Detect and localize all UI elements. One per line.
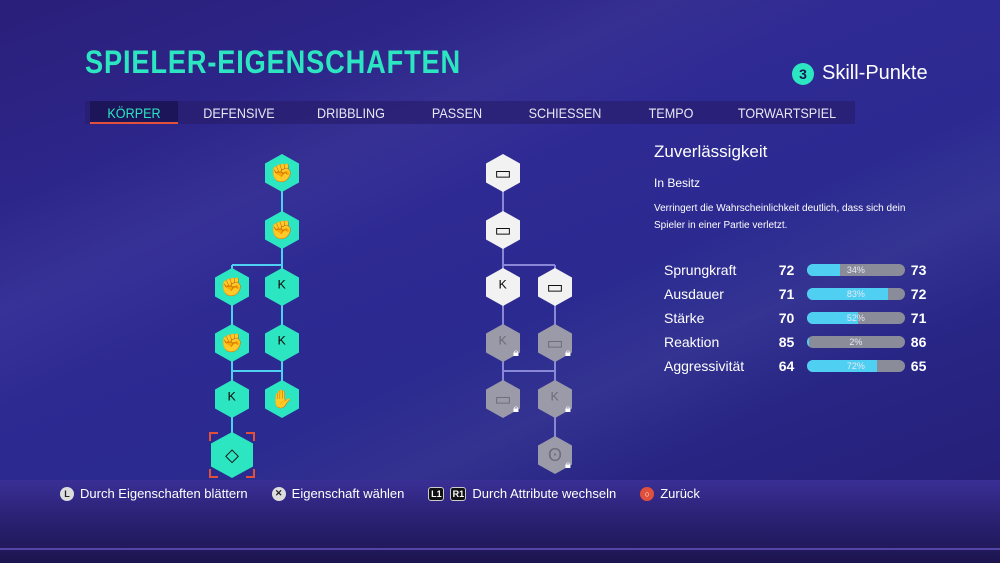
skill-node-right[interactable]: ▭ [538, 324, 572, 362]
stat-current: 85 [778, 334, 795, 350]
tab-schiessen[interactable]: SCHIESSEN [528, 105, 602, 121]
stat-name: Sprungkraft [664, 262, 737, 278]
hint-browse[interactable]: Durch Eigenschaften blättern [80, 486, 248, 501]
stat-progress-bar: 2% [806, 336, 905, 348]
strength-fist-icon: ✊ [220, 332, 244, 353]
lock-icon: 🔒︎ [513, 347, 519, 359]
kangaroo-icon: ᴷ [228, 388, 236, 409]
divider [0, 548, 1000, 550]
detail-title: Zuverlässigkeit [654, 142, 768, 161]
skill-points-count: 3 [792, 62, 814, 85]
stat-next: 72 [910, 286, 927, 302]
skill-node-left[interactable]: ✊ [215, 324, 249, 362]
r1-button-icon: R1 [450, 486, 467, 501]
skill-node-left[interactable]: ✋ [265, 380, 299, 418]
cross-button-icon: ✕ [271, 486, 286, 501]
kangaroo-icon: ᴷ [499, 332, 507, 353]
stat-row: Sprungkraft 72 34% 73 [664, 260, 939, 280]
skill-node-right[interactable]: ᴷ [486, 324, 520, 362]
skill-node-right[interactable]: ▭ [538, 268, 572, 306]
battery-icon: ▭ [546, 332, 564, 353]
stat-next: 73 [910, 262, 927, 278]
stat-name: Reaktion [664, 334, 720, 350]
stat-row: Ausdauer 71 83% 72 [664, 284, 939, 304]
stat-current: 70 [778, 310, 795, 326]
stat-progress-bar: 52% [806, 312, 905, 324]
lock-icon: 🔒︎ [565, 347, 571, 359]
circle-button-icon: ○ [640, 486, 655, 501]
stat-progress-fill [806, 264, 841, 276]
kangaroo-icon: ᴷ [278, 332, 286, 353]
tab-tempo[interactable]: TEMPO [648, 105, 694, 121]
skill-node-left[interactable]: ᴷ [265, 324, 299, 362]
stat-name: Stärke [664, 310, 705, 326]
hint-select[interactable]: Eigenschaft wählen [291, 486, 405, 501]
tab-passen[interactable]: PASSEN [431, 105, 483, 121]
stat-percent: 2% [849, 337, 863, 347]
tab-dribbling[interactable]: DRIBBLING [317, 105, 385, 121]
bear-paw-icon: ✋ [270, 388, 294, 409]
stat-percent: 83% [846, 289, 865, 299]
stat-percent: 72% [846, 361, 865, 371]
diamond-icon: ◇ [225, 444, 239, 465]
stat-row: Stärke 70 52% 71 [664, 308, 939, 328]
selection-frame [209, 432, 255, 478]
stat-next: 71 [910, 310, 927, 326]
stat-progress-fill [806, 288, 889, 300]
stat-current: 64 [778, 358, 795, 374]
skill-node-left[interactable]: ✊ [215, 268, 249, 306]
skill-node-left[interactable]: ᴷ [215, 380, 249, 418]
battery-icon: ▭ [546, 276, 564, 297]
skill-points: 3 Skill-Punkte [792, 62, 928, 85]
lungs-icon: ʘ [547, 444, 562, 465]
stat-progress-fill [806, 312, 858, 324]
tab-bar: KÖRPER DEFENSIVE DRIBBLING PASSEN SCHIES… [85, 101, 855, 124]
stat-next: 65 [910, 358, 927, 374]
stat-progress-fill [806, 360, 878, 372]
strength-fist-icon: ✊ [270, 162, 294, 183]
stat-current: 72 [778, 262, 795, 278]
skill-node-right[interactable]: ʘ [538, 436, 572, 474]
skill-node-right[interactable]: ᴷ [538, 380, 572, 418]
hint-switch[interactable]: Durch Attribute wechseln [472, 486, 617, 501]
battery-icon: ▭ [494, 219, 512, 240]
strength-fist-icon: ✊ [270, 219, 294, 240]
stat-next: 86 [910, 334, 927, 350]
skill-node-right[interactable]: ᴷ [486, 268, 520, 306]
stat-progress-bar: 83% [806, 288, 905, 300]
skill-node-left[interactable]: ᴷ [265, 268, 299, 306]
skill-points-label: Skill-Punkte [822, 62, 928, 84]
lock-icon: 🔒︎ [565, 403, 571, 415]
l1-button-icon: L1 [428, 486, 445, 501]
kangaroo-icon: ᴷ [278, 276, 286, 297]
kangaroo-icon: ᴷ [551, 388, 559, 409]
stat-current: 71 [778, 286, 795, 302]
stat-row: Aggressivität 64 72% 65 [664, 356, 939, 376]
stat-progress-bar: 34% [806, 264, 905, 276]
skill-node-right[interactable]: ▭ [486, 380, 520, 418]
detail-description: Verringert die Wahrscheinlichkeit deutli… [654, 203, 906, 231]
tab-defensive[interactable]: DEFENSIVE [203, 105, 275, 121]
button-hints: L Durch Eigenschaften blättern ✕ Eigensc… [60, 486, 700, 501]
battery-icon: ▭ [494, 388, 512, 409]
stat-progress-bar: 72% [806, 360, 905, 372]
stat-name: Ausdauer [664, 286, 724, 302]
kangaroo-icon: ᴷ [499, 276, 507, 297]
stat-percent: 34% [846, 265, 865, 275]
stat-progress-fill [806, 336, 809, 348]
lock-icon: 🔒︎ [513, 403, 519, 415]
battery-icon: ▭ [494, 162, 512, 183]
tab-torwartspiel[interactable]: TORWARTSPIEL [737, 105, 837, 121]
stat-name: Aggressivität [664, 358, 745, 374]
stat-percent: 52% [846, 313, 865, 323]
strength-fist-icon: ✊ [220, 276, 244, 297]
detail-status: In Besitz [654, 176, 701, 190]
stat-row: Reaktion 85 2% 86 [664, 332, 939, 352]
hint-back[interactable]: Zurück [660, 486, 700, 501]
l-stick-icon: L [60, 486, 74, 501]
lock-icon: 🔒︎ [565, 459, 571, 471]
tab-koerper[interactable]: KÖRPER [89, 101, 179, 124]
page-title: SPIELER-EIGENSCHAFTEN [85, 44, 462, 80]
